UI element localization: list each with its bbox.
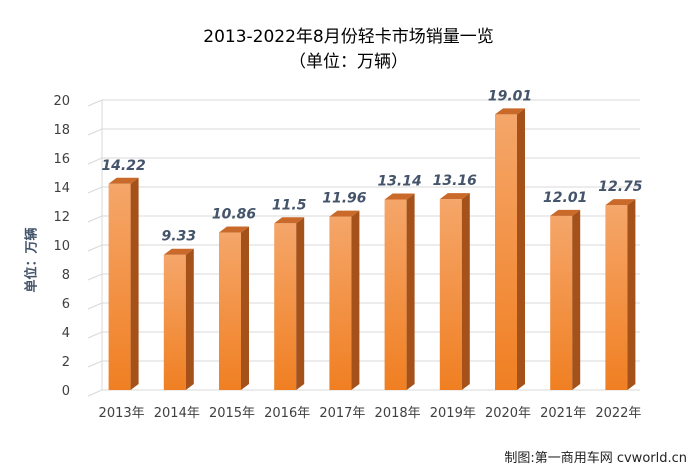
bar-front	[108, 183, 131, 390]
bar-value-label: 19.01	[488, 88, 532, 104]
bar-top	[550, 209, 581, 216]
bar-top	[384, 193, 415, 200]
bar-top	[439, 193, 470, 200]
x-tick-label: 2013年	[99, 406, 145, 421]
labels-layer: 0 2 4 6 8 10 12 14 16 18 20 14.22 2013年 9.33 2014年 10.8…	[53, 88, 642, 421]
credit-text: 制图:第一商用车网 cvworld.cn	[504, 451, 687, 466]
bar-value-label: 14.22	[101, 158, 145, 174]
gridline-diag	[87, 157, 103, 165]
gridline-diag	[87, 128, 103, 136]
x-tick-label: 2020年	[485, 406, 531, 421]
bar-value-label: 9.33	[162, 229, 197, 245]
gridline-diag	[87, 273, 103, 281]
bar-front	[329, 216, 352, 390]
bar-value-label: 12.01	[543, 190, 587, 206]
bar-side	[461, 193, 470, 390]
bar-front	[274, 223, 297, 390]
bar-side	[241, 226, 249, 390]
bar-top	[163, 248, 194, 255]
chart-subtitle: （单位：万辆）	[289, 52, 408, 72]
bar-top	[329, 210, 360, 217]
bar-value-label: 13.14	[377, 173, 421, 189]
bar-value-label: 12.75	[598, 179, 643, 195]
chart-title: 2013-2022年8月份轻卡市场销量一览	[203, 27, 494, 47]
y-tick-label: 14	[53, 181, 70, 196]
gridline-diag	[87, 244, 103, 252]
bar-front	[163, 254, 186, 390]
y-tick-label: 6	[62, 297, 70, 312]
bar-side	[627, 199, 636, 390]
bar-value-label: 11.5	[272, 197, 307, 213]
y-tick-label: 16	[53, 152, 70, 167]
bar-side	[130, 177, 139, 390]
bar-side	[517, 108, 525, 390]
bar-front	[219, 232, 241, 390]
bar-top	[605, 199, 636, 206]
y-tick-label: 20	[53, 94, 70, 109]
x-tick-label: 2014年	[154, 406, 200, 421]
x-tick-label: 2018年	[375, 406, 421, 421]
bar-side	[572, 209, 581, 390]
y-tick-label: 8	[62, 268, 70, 283]
x-tick-label: 2022年	[595, 406, 641, 421]
gridline-diag	[87, 215, 103, 223]
bar-front	[550, 215, 573, 390]
bar-value-label: 13.16	[433, 173, 478, 189]
bar-front	[439, 199, 462, 390]
x-tick-label: 2021年	[540, 406, 586, 421]
bar-top	[274, 217, 305, 224]
y-tick-label: 2	[62, 355, 70, 370]
bar-top	[108, 177, 139, 184]
bar-top	[495, 108, 525, 115]
bar-side	[296, 217, 305, 390]
gridline-diag	[87, 389, 103, 397]
bar-side	[185, 248, 194, 390]
bar-front	[384, 199, 407, 390]
gridline-diag	[87, 331, 103, 339]
bar-side	[351, 210, 360, 390]
bar-front	[605, 205, 628, 390]
x-tick-label: 2015年	[209, 406, 255, 421]
y-tick-label: 10	[53, 239, 70, 254]
bar-value-label: 10.86	[212, 207, 257, 223]
gridline-diag	[87, 302, 103, 310]
gridline-diag	[87, 360, 103, 368]
y-tick-label: 12	[53, 210, 70, 225]
y-tick-label: 0	[62, 384, 70, 399]
x-tick-label: 2016年	[264, 406, 310, 421]
bar-top	[219, 226, 249, 233]
x-tick-label: 2017年	[319, 406, 365, 421]
bar-front	[495, 114, 517, 390]
bar-side	[406, 193, 415, 390]
y-tick-label: 4	[62, 326, 70, 341]
gridline-diag	[87, 186, 103, 194]
gridline-diag	[87, 99, 103, 107]
bars-layer	[108, 108, 636, 390]
x-tick-label: 2019年	[430, 406, 476, 421]
y-tick-label: 18	[53, 123, 70, 138]
bar-value-label: 11.96	[322, 191, 367, 207]
